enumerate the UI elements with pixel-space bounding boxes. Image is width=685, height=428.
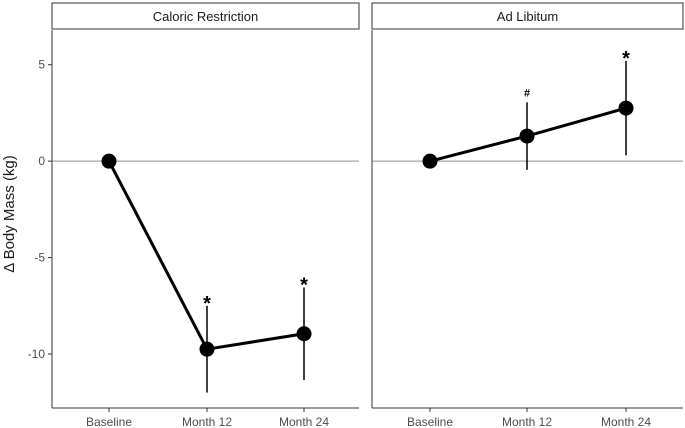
- significance-marker: *: [300, 274, 308, 296]
- x-tick-label: Baseline: [407, 415, 453, 428]
- panel-ad-libitum: Ad Libitum: [371, 2, 684, 30]
- x-tick-label: Month 24: [279, 415, 329, 428]
- x-tick-label: Month 12: [182, 415, 232, 428]
- x-tick-label: Month 24: [601, 415, 651, 428]
- panel-title: Ad Libitum: [497, 9, 558, 24]
- y-axis-label: Δ Body Mass (kg): [1, 155, 18, 273]
- y-tick-label: -5: [34, 251, 45, 265]
- significance-marker: #: [524, 87, 530, 99]
- panel-strip: [51, 2, 360, 30]
- data-point: [199, 341, 215, 357]
- panel-caloric-restriction: Caloric Restriction: [51, 2, 360, 30]
- panel-title: Caloric Restriction: [153, 9, 258, 24]
- x-tick-label: Baseline: [86, 415, 132, 428]
- data-point: [618, 100, 634, 116]
- data-point: [101, 153, 117, 169]
- y-tick-label: 5: [38, 58, 45, 72]
- panel-plot: Baseline Month 12 Month 24 # *: [371, 30, 683, 428]
- y-tick-label: -10: [28, 347, 46, 361]
- data-point: [519, 128, 535, 144]
- y-tick-label: 0: [38, 154, 45, 168]
- data-point: [422, 153, 438, 169]
- panel-strip: [371, 2, 684, 30]
- x-tick-label: Month 12: [502, 415, 552, 428]
- panel-plot: Baseline Month 12 Month 24 * *: [51, 30, 359, 428]
- significance-marker: *: [203, 293, 211, 315]
- data-point: [296, 326, 312, 342]
- significance-marker: *: [622, 48, 630, 70]
